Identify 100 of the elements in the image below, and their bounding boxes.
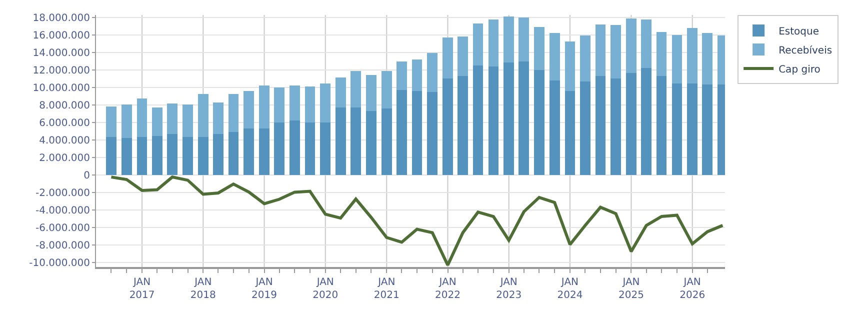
x-tick-label: JAN 2026 <box>680 277 706 301</box>
bar <box>198 136 208 176</box>
bar <box>458 36 468 76</box>
y-tick-label: -6.000.000 <box>35 223 90 234</box>
bar <box>167 104 178 134</box>
x-tick-label: JAN 2017 <box>129 277 155 301</box>
legend-label: Recebíveis <box>778 45 832 56</box>
bar <box>702 84 713 176</box>
bar <box>564 42 576 92</box>
bar <box>641 68 652 176</box>
bar <box>289 120 300 176</box>
bar <box>488 20 499 66</box>
bar <box>595 24 606 76</box>
bar <box>106 106 116 137</box>
x-tick-label: JAN 2018 <box>190 277 216 301</box>
bar <box>228 132 239 176</box>
bar <box>304 122 316 176</box>
x-tick-label: JAN 2020 <box>312 277 338 301</box>
bar <box>106 136 116 176</box>
bar <box>381 71 392 108</box>
bar <box>350 107 362 176</box>
y-tick-label: 4.000.000 <box>39 136 90 147</box>
bar <box>259 85 270 128</box>
y-tick-label: -4.000.000 <box>35 206 90 217</box>
bar <box>335 107 346 176</box>
bar <box>672 84 682 176</box>
bar <box>534 70 544 176</box>
legend-label: Cap giro <box>778 64 820 76</box>
x-tick-label: JAN 2024 <box>557 277 583 301</box>
bar <box>427 92 438 176</box>
bar <box>152 107 162 136</box>
bar <box>366 74 376 112</box>
bar <box>136 136 148 176</box>
bar <box>289 85 300 121</box>
bar <box>534 27 544 70</box>
bar <box>412 60 422 92</box>
bar <box>687 84 698 176</box>
bar <box>626 18 636 74</box>
x-tick-label: JAN 2022 <box>435 277 460 301</box>
y-tick-label: 18.000.000 <box>32 13 90 24</box>
bar <box>504 16 514 63</box>
bar <box>259 128 270 176</box>
y-tick-label: 8.000.000 <box>39 100 90 112</box>
bar <box>244 91 254 128</box>
bar <box>656 76 667 176</box>
bar <box>549 80 560 176</box>
bar <box>274 122 285 176</box>
bar <box>595 76 606 176</box>
y-tick-label: -2.000.000 <box>35 188 90 200</box>
bar <box>702 32 713 84</box>
bar <box>518 62 530 176</box>
bar <box>350 71 362 108</box>
bar <box>213 134 224 176</box>
bar <box>198 94 208 137</box>
bar <box>213 102 224 134</box>
bar <box>458 76 468 176</box>
bar <box>626 73 636 176</box>
bar <box>504 62 514 176</box>
x-tick-label: JAN 2019 <box>252 277 277 301</box>
y-tick-label: -10.000.000 <box>29 258 90 270</box>
bar <box>167 134 178 176</box>
y-tick-label: 12.000.000 <box>32 66 90 77</box>
bar <box>121 138 132 176</box>
bar <box>412 91 422 176</box>
bar <box>641 20 652 68</box>
y-tick-label: 0 <box>84 170 90 182</box>
bar <box>121 104 132 138</box>
bar <box>320 84 331 123</box>
line-series <box>110 176 724 267</box>
bar <box>381 108 392 176</box>
bar <box>427 52 438 92</box>
bar <box>182 136 193 176</box>
bar <box>442 78 453 176</box>
bar <box>396 90 407 176</box>
bar <box>472 23 484 66</box>
bar <box>274 87 285 123</box>
x-tick-label: JAN 2023 <box>496 277 522 301</box>
bar <box>304 86 316 123</box>
bar <box>244 128 254 176</box>
bar <box>320 122 331 176</box>
bar <box>442 38 453 79</box>
bar <box>228 94 239 132</box>
bar <box>564 91 576 176</box>
bar <box>396 62 407 90</box>
bar <box>610 25 622 79</box>
y-tick-label: 10.000.000 <box>32 83 90 94</box>
legend-label: Estoque <box>778 26 819 38</box>
bar <box>580 36 590 82</box>
bar <box>182 104 193 137</box>
x-tick-label: JAN 2025 <box>618 277 644 301</box>
bar <box>152 136 162 176</box>
y-tick-label: 2.000.000 <box>39 153 90 164</box>
bar <box>366 111 376 176</box>
bar <box>580 82 590 176</box>
bar <box>136 98 148 137</box>
bar <box>687 28 698 84</box>
bar <box>656 32 667 76</box>
bar <box>610 78 622 176</box>
y-tick-label: 6.000.000 <box>39 118 90 130</box>
y-tick-label: 14.000.000 <box>32 48 90 60</box>
